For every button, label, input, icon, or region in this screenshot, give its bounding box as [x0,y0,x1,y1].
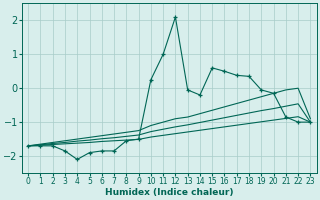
X-axis label: Humidex (Indice chaleur): Humidex (Indice chaleur) [105,188,234,197]
